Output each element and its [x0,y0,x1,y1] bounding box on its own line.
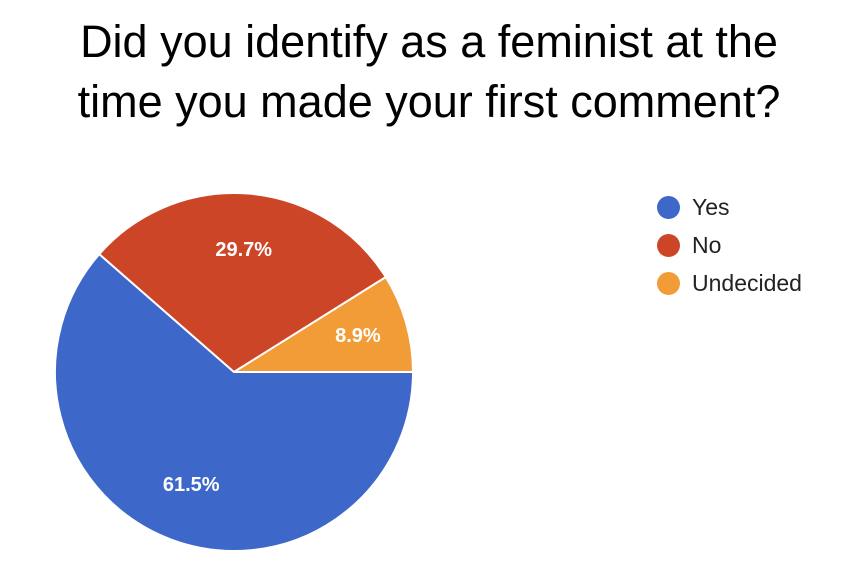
pie-slice-undecided[interactable] [233,276,414,373]
legend-swatch-undecided [657,271,680,295]
pie-slices [54,192,414,552]
legend-swatch-no [657,233,680,257]
legend-swatch-yes [657,195,680,219]
pie-slice-no[interactable] [98,192,387,373]
chart-title-line-2: time you made your first comment? [77,76,781,127]
legend-label-undecided: Undecided [692,269,802,296]
legend-label-yes: Yes [692,193,730,220]
slice-label-undecided: 8.9% [335,325,381,347]
legend: Yes No Undecided [657,188,802,302]
slice-label-no: 29.7% [215,239,272,261]
legend-item-no[interactable]: No [657,226,802,264]
pie-slice-labels: 61.5% 29.7% 8.9% [163,239,381,496]
slice-label-yes: 61.5% [163,474,220,496]
legend-item-yes[interactable]: Yes [657,188,802,226]
chart-title: Did you identify as a feminist at the ti… [0,12,858,132]
chart-title-line-1: Did you identify as a feminist at the [80,16,778,67]
legend-label-no: No [692,231,722,258]
legend-item-undecided[interactable]: Undecided [657,264,802,302]
pie-slice-yes[interactable] [54,253,414,552]
